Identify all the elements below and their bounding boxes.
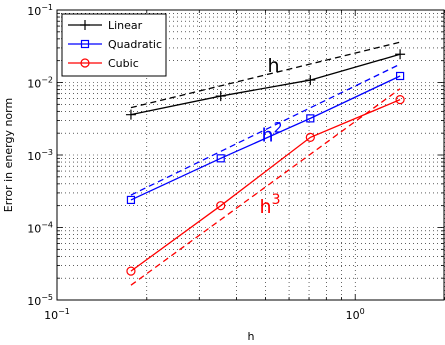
legend-label: Linear bbox=[108, 19, 143, 32]
y-axis-label: Error in energy norm bbox=[2, 98, 15, 212]
y-tick-label: 10−1 bbox=[27, 3, 53, 18]
y-tick-label: 10−2 bbox=[27, 76, 53, 91]
y-tick-label: 10−4 bbox=[27, 221, 53, 236]
plus-marker bbox=[125, 109, 136, 120]
reference-line bbox=[130, 41, 401, 109]
reference-label: h2 bbox=[262, 121, 283, 147]
reference-label: h3 bbox=[260, 192, 281, 218]
circle-marker bbox=[305, 132, 315, 142]
series-line-linear bbox=[130, 53, 401, 116]
series-line-cubic bbox=[130, 99, 401, 272]
series-line-quadratic bbox=[130, 75, 401, 201]
legend-box bbox=[61, 13, 167, 77]
circle-marker bbox=[216, 201, 226, 211]
series-markers bbox=[125, 49, 406, 276]
square-marker bbox=[395, 71, 405, 81]
square-marker bbox=[80, 39, 90, 49]
circle-marker bbox=[126, 266, 136, 276]
x-tick-label: 100 bbox=[346, 307, 365, 322]
square-marker bbox=[216, 154, 225, 163]
plus-marker bbox=[215, 91, 226, 102]
plus-marker bbox=[80, 20, 90, 30]
reference-label: h bbox=[268, 55, 280, 77]
axis-ticks bbox=[56, 9, 445, 301]
series-lines bbox=[130, 53, 401, 272]
x-tick-label: 10−1 bbox=[44, 307, 70, 322]
legend-label: Cubic bbox=[108, 57, 139, 70]
y-tick-label: 10−3 bbox=[27, 148, 53, 163]
square-marker bbox=[306, 114, 315, 123]
tick-labels: 10−1 100 10−5 10−4 10−3 10−2 10−1 bbox=[27, 3, 365, 322]
circle-marker bbox=[80, 58, 90, 68]
legend: Linear Quadratic Cubic bbox=[61, 13, 167, 77]
y-tick-label: 10−5 bbox=[27, 293, 53, 308]
reference-lines bbox=[130, 41, 401, 286]
x-axis-label: h bbox=[248, 330, 255, 343]
reference-labels: h h2 h3 bbox=[260, 55, 283, 218]
circle-marker bbox=[395, 95, 405, 105]
plus-marker bbox=[305, 75, 316, 86]
square-marker bbox=[126, 195, 136, 205]
reference-line bbox=[130, 88, 401, 286]
legend-label: Quadratic bbox=[108, 38, 162, 51]
plus-marker bbox=[395, 49, 406, 60]
